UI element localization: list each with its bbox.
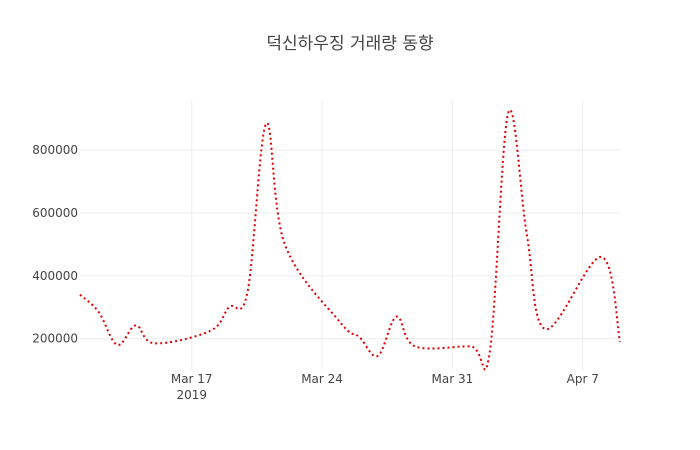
data-point[interactable] [114,342,120,348]
data-point[interactable] [245,289,251,295]
series-layer [77,108,623,371]
data-point[interactable] [468,343,474,349]
x-tick-label: Mar 24 [301,372,343,386]
data-point[interactable] [356,334,362,340]
data-point[interactable] [77,292,83,298]
chart-title: 덕신하우징 거래량 동향 [266,34,433,54]
y-tick-label: 800000 [32,143,78,157]
y-tick-label: 400000 [32,269,78,283]
data-point[interactable] [207,328,213,334]
data-point[interactable] [133,322,139,328]
data-point[interactable] [151,340,157,346]
data-point[interactable] [524,232,530,238]
data-point[interactable] [543,326,549,332]
y-tick-label: 600000 [32,206,78,220]
data-point[interactable] [226,304,232,310]
x-axis-ticks: Mar 17 2019 Mar 24 Mar 31 Apr 7 [171,372,599,402]
x-tick-sublabel: 2019 [176,388,207,402]
data-point[interactable] [338,320,344,326]
data-point[interactable] [412,343,418,349]
series-line [79,108,621,371]
data-point[interactable] [487,350,493,356]
x-tick-label: Mar 31 [432,372,474,386]
data-point[interactable] [375,353,381,359]
y-tick-label: 200000 [32,332,78,346]
x-tick-label: Apr 7 [567,372,599,386]
data-point[interactable] [96,309,102,315]
grid [80,100,620,370]
y-axis-ticks: 200000 400000 600000 800000 [32,143,78,345]
data-point[interactable] [263,121,269,127]
data-point[interactable] [394,314,400,320]
data-point[interactable] [617,339,623,345]
data-point[interactable] [598,254,604,260]
data-point[interactable] [505,110,511,116]
x-tick-label: Mar 17 [171,372,213,386]
data-point[interactable] [282,241,288,247]
